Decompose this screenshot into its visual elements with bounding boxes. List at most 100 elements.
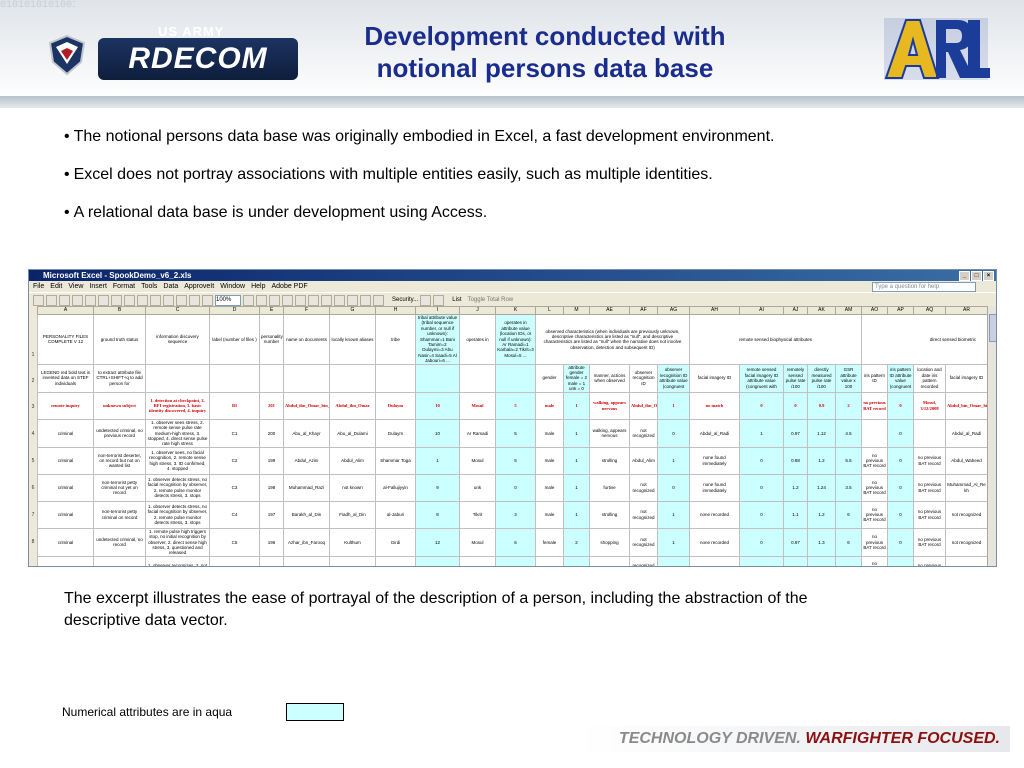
menu-insert[interactable]: Insert — [89, 283, 107, 290]
column-header[interactable]: AI — [739, 306, 784, 315]
cell[interactable]: not known — [329, 473, 376, 502]
merge-icon[interactable] — [334, 294, 345, 306]
cell[interactable]: 1 — [739, 418, 784, 448]
menu-format[interactable]: Format — [112, 283, 136, 290]
cell[interactable] — [145, 363, 210, 393]
cell[interactable]: 1 — [657, 500, 690, 529]
cell[interactable]: GSR attribute value x 100 — [835, 363, 862, 393]
cell[interactable]: manner, actions when observed — [589, 363, 630, 393]
cell[interactable]: attribute gender female = 2 male = 1 unk… — [563, 363, 590, 393]
cell[interactable]: 1. observer sees, no facial recognition,… — [145, 446, 210, 475]
cell[interactable]: Muhammad_Razi — [283, 473, 330, 502]
cell[interactable]: Dulaym — [375, 418, 416, 448]
cell[interactable]: 0.88 — [783, 446, 808, 475]
cell[interactable]: PERSONALITY FILES COMPLETE V 12 — [37, 314, 94, 365]
cell[interactable]: information discovery sequence — [145, 314, 210, 365]
cell[interactable]: 201 — [259, 391, 284, 420]
cell[interactable]: Abu_al_Khayr — [283, 418, 330, 448]
cell[interactable]: 197 — [259, 500, 284, 529]
cell[interactable]: 1.12 — [807, 418, 836, 448]
cell[interactable]: 195 — [259, 555, 284, 566]
row-number[interactable]: 5 — [31, 458, 35, 464]
cell[interactable]: 1.5 — [835, 555, 862, 566]
cell[interactable] — [495, 363, 536, 393]
cell[interactable]: 1 — [563, 446, 590, 475]
cell[interactable]: Bani Hasan — [375, 555, 416, 566]
column-header[interactable]: G — [329, 306, 376, 315]
align-right-icon[interactable] — [321, 294, 332, 306]
cell[interactable]: al-Jaburi — [375, 500, 416, 529]
cell[interactable]: Abdul_ibn_Omar_bin_Laden — [283, 391, 330, 420]
cell[interactable]: Barakh_ibn_Ghazi — [689, 555, 740, 566]
row-number[interactable]: 6 — [31, 485, 35, 491]
cell[interactable]: 0.88 — [783, 555, 808, 566]
cell[interactable]: no previous BAT record — [913, 527, 946, 557]
cell[interactable]: no previous BAT record — [861, 446, 888, 475]
cell[interactable]: 1 — [657, 555, 690, 566]
cell[interactable]: Najaf — [459, 555, 496, 566]
cell[interactable]: 5 — [495, 446, 536, 475]
cell[interactable]: shopping — [589, 527, 630, 557]
cell[interactable] — [375, 363, 416, 393]
cell[interactable]: not recognized — [945, 527, 988, 557]
toggle-total-row-button[interactable]: Toggle Total Row — [467, 297, 514, 303]
cell[interactable]: criminal — [37, 418, 94, 448]
cell[interactable]: 1 — [563, 500, 590, 529]
cell[interactable]: no previous BAT record — [913, 500, 946, 529]
column-header[interactable]: E — [259, 306, 284, 315]
cell[interactable]: 8 — [415, 500, 460, 529]
security-button[interactable]: Security... — [392, 297, 419, 303]
menu-edit[interactable]: Edit — [50, 283, 63, 290]
cell[interactable]: 12 — [415, 527, 460, 557]
cell[interactable]: unknown subject — [93, 391, 146, 420]
column-header[interactable]: A — [37, 306, 94, 315]
cell[interactable]: C4 — [209, 500, 260, 529]
cell[interactable]: none found immediately — [689, 446, 740, 475]
menu-approveit[interactable]: ApproveIt — [184, 283, 215, 290]
cell[interactable]: not recognized — [629, 500, 658, 529]
cell[interactable]: Abdul_Alim — [629, 446, 658, 475]
cell[interactable]: Mosul — [459, 446, 496, 475]
cell[interactable]: Abdul_Waheed — [945, 446, 988, 475]
cell[interactable]: 5 — [495, 418, 536, 448]
column-header[interactable]: L — [535, 306, 564, 315]
cell[interactable]: 9 — [495, 555, 536, 566]
cell[interactable]: 0.97 — [783, 418, 808, 448]
cell[interactable]: strolling — [589, 500, 630, 529]
cell[interactable]: non-terrorist deserter, on record but no… — [93, 446, 146, 475]
save-icon[interactable] — [59, 294, 70, 306]
close-icon[interactable]: × — [983, 271, 994, 281]
cell[interactable]: Mosul — [459, 391, 496, 420]
cell[interactable] — [209, 363, 260, 393]
cell[interactable]: 1.24 — [807, 473, 836, 502]
cell[interactable] — [329, 363, 376, 393]
cell[interactable]: 0 — [887, 473, 914, 502]
column-header[interactable]: AR — [945, 306, 988, 315]
cell[interactable]: criminal — [37, 473, 94, 502]
row-number[interactable]: 7 — [31, 512, 35, 518]
cell[interactable]: 1.2 — [783, 473, 808, 502]
cell[interactable]: no previous BAT record — [913, 446, 946, 475]
preview-icon[interactable] — [85, 294, 96, 306]
cell[interactable]: 1. observer recognizes, 2. not stopped, … — [145, 555, 210, 566]
cell[interactable]: Barakh_ibn_Ghazi — [283, 555, 330, 566]
cell[interactable]: 0 — [887, 391, 914, 420]
cell[interactable]: 2 — [835, 391, 862, 420]
print-icon[interactable] — [72, 294, 83, 306]
cell[interactable]: 10 — [415, 391, 460, 420]
cell[interactable]: 1. observer detects stress, no facial re… — [145, 473, 210, 502]
cell[interactable]: 0 — [887, 446, 914, 475]
cell[interactable]: Barakh_ibn_Ghazi — [945, 555, 988, 566]
align-left-icon[interactable] — [295, 294, 306, 306]
cell[interactable]: C1 — [209, 418, 260, 448]
cell[interactable]: recognized as friendly — [629, 555, 658, 566]
cell[interactable] — [259, 363, 284, 393]
cell[interactable] — [283, 363, 330, 393]
cell[interactable]: no previous BAT record — [913, 473, 946, 502]
cell[interactable]: Abdul_Alim — [329, 446, 376, 475]
macro-icon[interactable] — [420, 294, 432, 306]
cell[interactable] — [459, 363, 496, 393]
maximize-icon[interactable]: □ — [971, 271, 982, 281]
row-number[interactable]: 4 — [31, 431, 35, 437]
cell[interactable]: 0 — [739, 500, 784, 529]
